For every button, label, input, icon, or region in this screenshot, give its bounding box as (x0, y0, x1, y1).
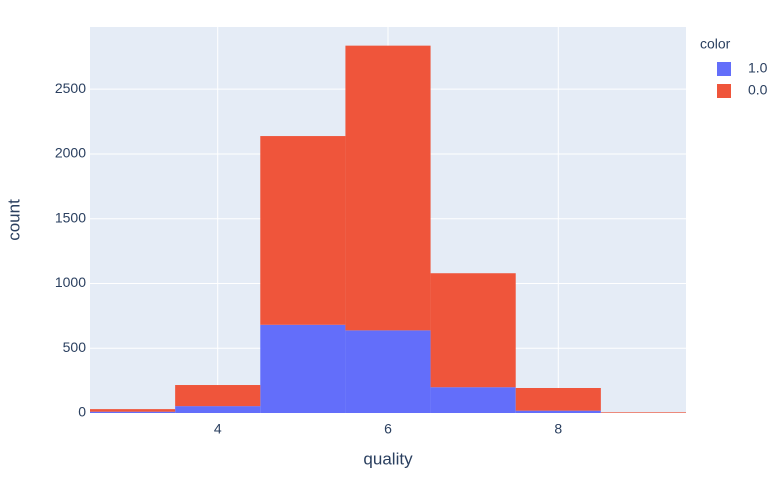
bar (345, 330, 431, 413)
legend-label[interactable]: 1.0 (748, 60, 768, 76)
bar (90, 409, 176, 412)
bar (175, 406, 261, 413)
x-tick-label: 6 (384, 421, 392, 437)
legend-title: color (700, 36, 731, 52)
x-tick-label: 4 (214, 421, 222, 437)
bar (600, 412, 686, 413)
bar (515, 410, 601, 413)
bar (175, 385, 261, 407)
bar (430, 273, 516, 388)
bar (260, 136, 346, 325)
legend-label[interactable]: 0.0 (748, 82, 768, 98)
bar (260, 324, 346, 413)
y-tick-label: 2500 (55, 80, 86, 96)
x-axis-title: quality (363, 449, 413, 468)
y-tick-label: 1000 (55, 274, 86, 290)
bar (90, 411, 176, 413)
y-tick-label: 1500 (55, 209, 86, 225)
legend-swatch[interactable] (717, 62, 731, 76)
y-axis-title: count (4, 199, 23, 241)
x-tick-label: 8 (554, 421, 562, 437)
bar (515, 388, 601, 411)
legend-swatch[interactable] (717, 84, 731, 98)
y-tick-label: 0 (78, 404, 86, 420)
bar (430, 387, 516, 413)
y-tick-label: 2000 (55, 145, 86, 161)
bar (345, 45, 431, 331)
y-tick-label: 500 (63, 339, 87, 355)
